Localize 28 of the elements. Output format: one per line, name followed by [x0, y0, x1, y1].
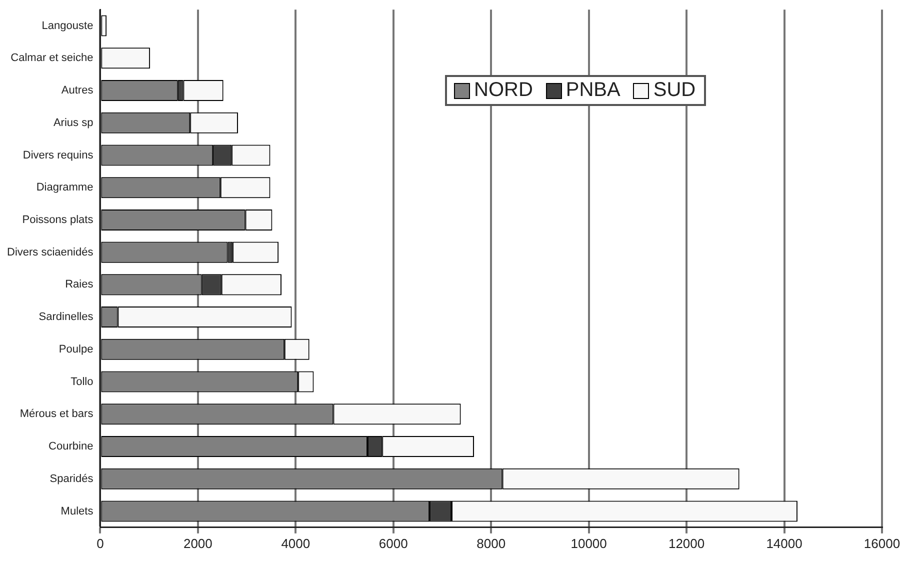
y-tick-label: Tollo: [70, 376, 94, 388]
y-tick-label: Divers requins: [22, 149, 94, 162]
y-tick-label: Mérous et bars: [20, 408, 94, 420]
legend-label: PNBA: [566, 79, 620, 102]
y-tick-label: Raies: [65, 278, 94, 291]
x-tick-label: 6000: [378, 536, 408, 551]
x-tick-label: 14000: [766, 536, 802, 551]
x-tick-label: 0: [96, 536, 104, 551]
y-tick-label: Poissons plats: [22, 214, 94, 226]
x-tick-label: 4000: [281, 536, 310, 551]
y-tick-label: Langouste: [42, 20, 94, 32]
x-tick-label: 10000: [570, 536, 607, 551]
legend-label: SUD: [653, 79, 696, 102]
y-tick-label: Diagramme: [36, 182, 94, 194]
y-tick-label: Poulpe: [58, 343, 94, 356]
y-tick-label: Calmar et seiche: [10, 52, 94, 64]
y-tick-label: Divers sciaenidés: [7, 246, 94, 258]
y-tick-label: Mulets: [60, 505, 94, 518]
y-tick-label: Autres: [61, 84, 94, 97]
x-tick-label: 12000: [668, 536, 705, 551]
x-tick-label: 2000: [183, 536, 212, 551]
y-tick-label: Sardinelles: [38, 311, 94, 324]
y-tick-label: Courbine: [48, 440, 94, 453]
x-tick-label: 16000: [864, 536, 900, 551]
y-tick-label: Arius sp: [53, 116, 94, 129]
legend-label: NORD: [474, 79, 533, 102]
y-tick-label: Sparidés: [50, 472, 94, 485]
x-tick-label: 8000: [476, 536, 506, 551]
